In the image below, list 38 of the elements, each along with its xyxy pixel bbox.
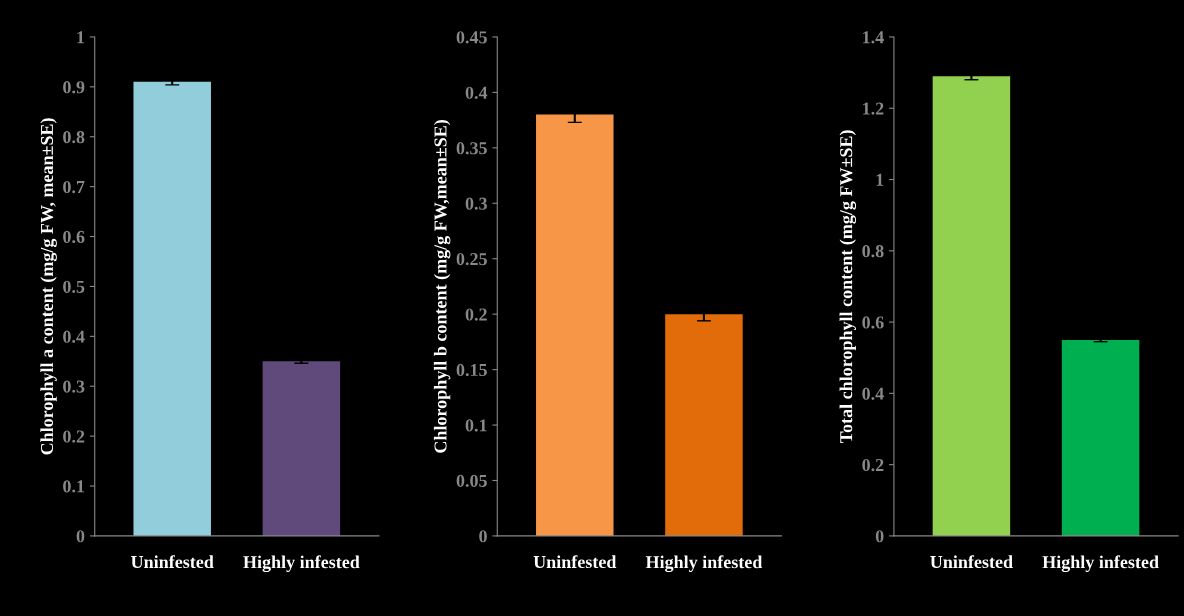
y-tick-label: 0 <box>875 530 884 543</box>
y-tick-label: 0.2 <box>465 308 487 321</box>
y-tick-label: 0.25 <box>456 252 487 266</box>
y-tick-label: 0 <box>76 530 85 543</box>
y-tick-label: 0.4 <box>862 387 884 400</box>
y-tick-label: 0.15 <box>456 363 487 377</box>
y-tick-label: 0.6 <box>862 316 884 329</box>
y-axis-title: Chlorophyll a content (mg/g FW, mean±SE) <box>40 118 57 455</box>
y-tick-label: 0.3 <box>63 380 85 393</box>
y-tick-label: 1 <box>77 31 85 44</box>
y-tick-label: 0.2 <box>63 430 85 443</box>
y-axis-title: Total chlorophyll content (mg/g FW±SE) <box>839 130 857 444</box>
y-tick-label: 0.45 <box>456 31 487 44</box>
y-tick-label: 0.5 <box>63 280 85 293</box>
y-tick-label: 0.8 <box>63 131 85 144</box>
y-tick-label: 0.1 <box>63 480 85 493</box>
x-tick-label: Uninfested <box>131 555 214 569</box>
y-tick-label: 0.7 <box>63 180 85 194</box>
y-tick-label: 0.9 <box>63 81 85 94</box>
y-tick-label: 0.6 <box>63 230 85 244</box>
y-tick-label: 0.05 <box>456 474 487 487</box>
y-tick-label: 0.2 <box>862 458 884 472</box>
y-tick-label: 0.4 <box>63 330 85 343</box>
y-tick-label: 1 <box>876 173 884 186</box>
y-tick-label: 1.2 <box>863 102 884 115</box>
x-tick-label: Uninfested <box>533 555 617 569</box>
y-tick-label: 0.8 <box>862 245 884 258</box>
y-tick-label: 1.4 <box>863 31 884 44</box>
x-tick-label: Highly infested <box>1042 555 1159 573</box>
y-tick-label: 0 <box>479 530 487 543</box>
y-tick-label: 0.4 <box>465 86 488 99</box>
x-tick-label: Highly infested <box>645 555 763 573</box>
x-tick-label: Highly infested <box>243 555 360 573</box>
x-tick-label: Uninfested <box>930 555 1013 569</box>
y-tick-label: 0.1 <box>465 419 487 432</box>
y-axis-title: Chlorophyll b content (mg/g FW,mean±SE) <box>433 120 451 453</box>
y-tick-label: 0.3 <box>465 197 487 210</box>
y-tick-label: 0.35 <box>456 142 487 155</box>
